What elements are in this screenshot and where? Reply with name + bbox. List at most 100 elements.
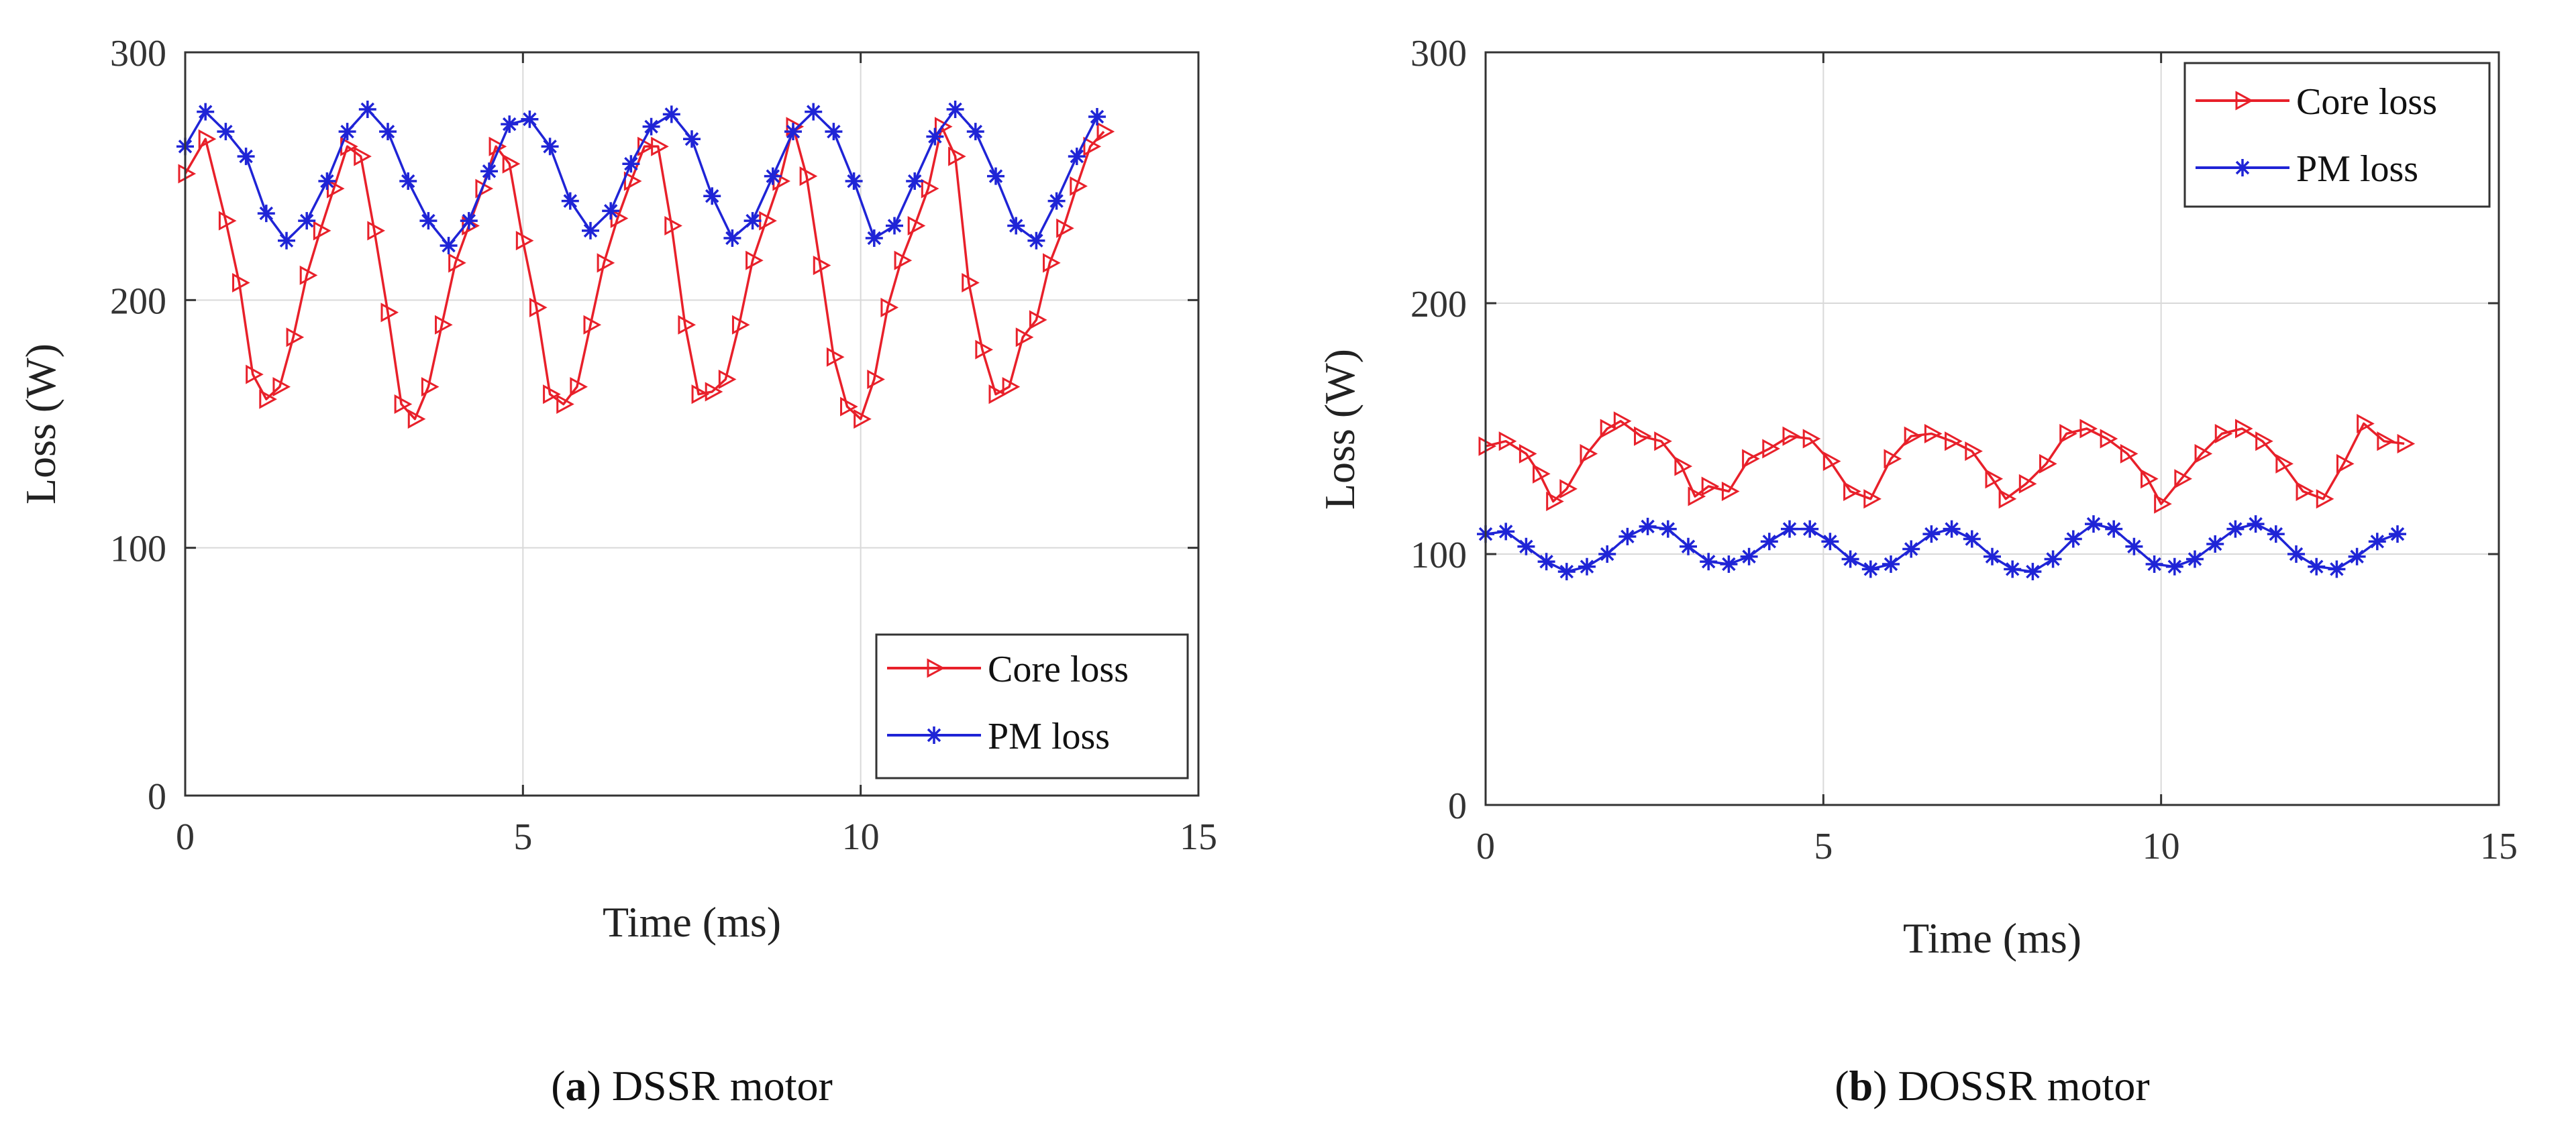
panel-a-core-loss-point <box>1015 327 1034 347</box>
panel-a-pm-loss-point <box>399 172 417 191</box>
panel-b-pm-loss-point <box>2125 537 2143 555</box>
panel-b-caption: (b) DOSSR motor <box>1835 1062 2149 1109</box>
panel-b-y-tick-label: 200 <box>1410 284 1467 325</box>
panel-a-pm-loss-point <box>318 172 336 191</box>
panel-a-core-loss-point <box>272 377 291 397</box>
panel-a-core-loss-point <box>813 256 831 276</box>
panel-b-core-loss-point <box>1884 449 1902 469</box>
panel-b-core-loss-point <box>1742 449 1760 469</box>
panel-a-core-loss-point <box>745 250 764 270</box>
panel-b-pm-loss-point <box>1861 560 1879 578</box>
panel-a-core-loss-point <box>259 389 277 409</box>
panel-b-pm-loss-point <box>1598 545 1616 563</box>
panel-a-pm-loss-point <box>987 167 1004 185</box>
panel-a-pm-loss-point <box>298 212 316 230</box>
panel-a-pm-loss-point <box>743 212 762 230</box>
panel-b-pm-loss-point <box>2165 557 2183 576</box>
panel-a-y-axis-label: Loss (W) <box>17 343 64 504</box>
panel-b-pm-loss-point <box>2186 550 2204 568</box>
panel-a-pm-loss-point <box>257 205 275 223</box>
panel-b-core-loss-point <box>1654 431 1672 451</box>
panel-b-core-loss-point <box>1721 481 1740 502</box>
panel-a-core-loss-point <box>354 146 372 166</box>
panel-a-core-loss-point <box>246 364 264 384</box>
panel-a-legend-core-label: Core loss <box>988 649 1129 690</box>
panel-a-core-loss-point <box>286 327 305 347</box>
panel-b-pm-loss-point <box>1801 520 1819 538</box>
panel-a-core-loss-point <box>448 253 466 273</box>
panel-b-x-axis-label: Time (ms) <box>1903 914 2081 962</box>
panel-b-core-loss-point <box>1580 443 1598 464</box>
panel-a-pm-loss-point <box>723 229 741 247</box>
panel-b-caption-letter: b <box>1849 1062 1873 1109</box>
panel-a-pm-loss-point <box>1088 108 1106 126</box>
panel-a-pm-loss-point <box>237 148 255 166</box>
panel-b-pm-loss-markers <box>1477 515 2406 581</box>
panel-a-pm-loss-point <box>1007 217 1025 235</box>
panel-a-legend: Core loss PM loss <box>875 633 1189 779</box>
panel-b-core-loss-point <box>1863 489 1882 509</box>
panel-b-pm-loss-point <box>1659 520 1677 538</box>
panel-b-gridlines <box>1486 52 2499 805</box>
panel-a-core-loss-point <box>178 164 197 184</box>
panel-b-core-loss-point <box>2377 431 2395 451</box>
panel-b-core-loss-point <box>2018 474 2037 494</box>
panel-a-pm-loss-point <box>966 123 984 141</box>
panel-b-x-tick-label: 15 <box>2480 826 2518 867</box>
panel-a-core-loss-point <box>583 315 602 335</box>
panel-a-pm-loss-markers <box>176 100 1106 255</box>
panel-b-core-loss-point <box>2234 419 2253 439</box>
panel-b-ticks: 0 5 10 15 0 100 200 300 <box>1410 33 2518 867</box>
panel-a-pm-loss-point <box>1027 231 1045 250</box>
panel-a-y-tick-label: 200 <box>110 280 166 322</box>
panel-b-core-loss-point <box>1998 489 2017 509</box>
panel-b-core-loss-point <box>1533 464 1551 484</box>
panel-a-pm-loss-point <box>541 138 559 156</box>
panel-b-core-loss-point <box>2336 453 2355 474</box>
panel-b-pm-loss-point <box>1680 537 1697 555</box>
panel-a-pm-loss-point <box>480 162 498 180</box>
panel-b-pm-loss-point <box>2064 530 2082 548</box>
panel-b-pm-loss-point <box>2348 547 2366 565</box>
panel-b-pm-loss-point <box>1639 517 1657 535</box>
panel-b-pm-loss-line <box>1485 523 2398 573</box>
panel-a-y-tick-label: 100 <box>110 529 166 570</box>
panel-b-core-loss-point <box>1904 426 1922 446</box>
panel-a-pm-loss-point <box>561 192 579 210</box>
panel-a-pm-loss-point <box>805 103 823 121</box>
panel-a-core-loss-point <box>718 369 737 390</box>
panel-b-pm-loss-point <box>1740 547 1758 565</box>
panel-a-core-loss-point <box>1056 218 1074 238</box>
panel-a-core-loss-point <box>840 396 858 417</box>
panel-a-core-loss-point <box>502 154 521 174</box>
panel-b-core-loss-point <box>2141 469 2159 489</box>
panel-b-y-tick-label: 100 <box>1410 535 1467 576</box>
panel-a-pm-loss-point <box>460 212 478 230</box>
panel-b-core-loss-line <box>1485 420 2405 505</box>
panel-b-core-loss-point <box>2079 419 2098 439</box>
panel-b-pm-loss-point <box>2004 560 2022 578</box>
panel-b-core-loss-point <box>2194 443 2213 464</box>
panel-b-pm-loss-point <box>2287 545 2305 563</box>
panel-b-pm-loss-point <box>2206 535 2224 553</box>
panel-a-pm-loss-point <box>642 117 660 136</box>
panel-a-core-loss-point <box>623 171 642 191</box>
panel-b-legend-pm-sample <box>2196 159 2289 176</box>
panel-a-core-loss-point <box>854 409 872 429</box>
panel-b-pm-loss-point <box>1781 520 1798 538</box>
panel-a-core-loss-point <box>299 265 318 285</box>
panel-b-core-loss-point <box>1518 443 1537 464</box>
panel-a-pm-loss-point <box>886 217 903 235</box>
panel-b-pm-loss-point <box>1578 557 1596 576</box>
panel-b-axes-frame <box>1484 51 2500 806</box>
panel-b-pm-loss-point <box>1902 540 1920 558</box>
panel-b-legend-pm-label: PM loss <box>2296 148 2418 190</box>
panel-b-pm-loss-point <box>1760 533 1778 551</box>
panel-b-core-loss-point <box>1600 419 1618 439</box>
panel-b-pm-loss-point <box>1517 537 1535 555</box>
panel-a-pm-loss-point <box>602 202 620 220</box>
panel-b-pm-loss-point <box>1963 530 1981 548</box>
panel-b-y-tick-label: 300 <box>1410 33 1467 74</box>
panel-a-caption: (a) DSSR motor <box>551 1062 833 1109</box>
panel-a-core-loss-point <box>907 216 926 236</box>
